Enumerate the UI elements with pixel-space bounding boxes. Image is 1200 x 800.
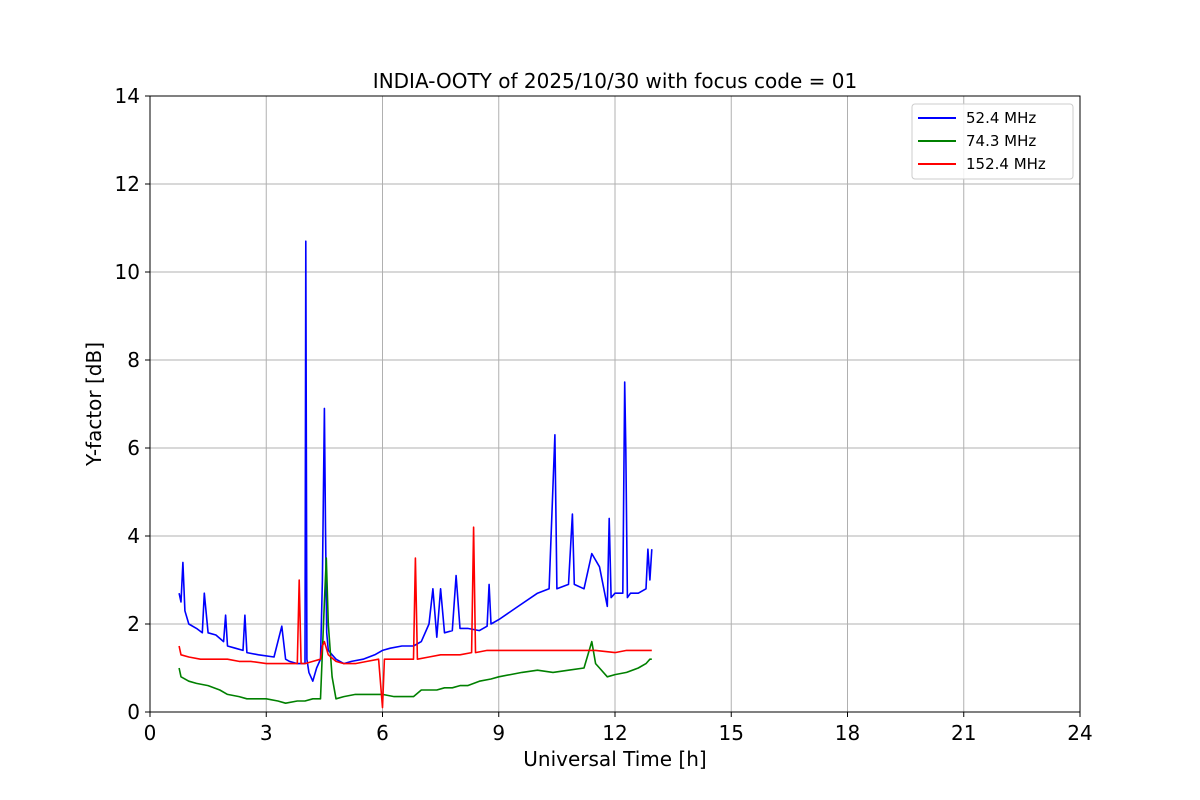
x-axis-ticks: 0 3 6 9 12 15 18 21 24 bbox=[144, 712, 1093, 745]
x-tick-label: 21 bbox=[951, 721, 976, 745]
series-line-3 bbox=[178, 526, 652, 709]
chart-title: INDIA-OOTY of 2025/10/30 with focus code… bbox=[373, 69, 857, 93]
x-tick-label: 18 bbox=[835, 721, 860, 745]
y-tick-label: 6 bbox=[127, 436, 140, 460]
y-tick-label: 4 bbox=[127, 524, 140, 548]
series-layer bbox=[178, 240, 653, 709]
y-axis-ticks: 0 2 4 6 8 10 12 14 bbox=[115, 84, 150, 724]
x-tick-label: 15 bbox=[719, 721, 744, 745]
y-tick-label: 10 bbox=[115, 260, 140, 284]
x-tick-label: 6 bbox=[376, 721, 389, 745]
series-line-2 bbox=[178, 557, 652, 705]
legend-label-1: 52.4 MHz bbox=[966, 109, 1036, 127]
legend-entries: 52.4 MHz 74.3 MHz 152.4 MHz bbox=[918, 109, 1046, 173]
y-tick-label: 12 bbox=[115, 172, 140, 196]
x-tick-label: 12 bbox=[602, 721, 627, 745]
x-tick-label: 24 bbox=[1067, 721, 1092, 745]
legend-label-2: 74.3 MHz bbox=[966, 132, 1036, 150]
y-tick-label: 2 bbox=[127, 612, 140, 636]
legend-label-3: 152.4 MHz bbox=[966, 155, 1046, 173]
x-tick-label: 9 bbox=[492, 721, 505, 745]
y-axis-label: Y-factor [dB] bbox=[82, 342, 106, 467]
x-tick-label: 3 bbox=[260, 721, 273, 745]
x-axis-label: Universal Time [h] bbox=[523, 747, 706, 771]
series-line-1 bbox=[178, 240, 653, 683]
legend-box bbox=[911, 103, 1074, 180]
legend: 52.4 MHz 74.3 MHz 152.4 MHz bbox=[911, 103, 1074, 180]
y-tick-label: 14 bbox=[115, 84, 140, 108]
x-tick-label: 0 bbox=[144, 721, 157, 745]
y-tick-label: 0 bbox=[127, 700, 140, 724]
y-tick-label: 8 bbox=[127, 348, 140, 372]
